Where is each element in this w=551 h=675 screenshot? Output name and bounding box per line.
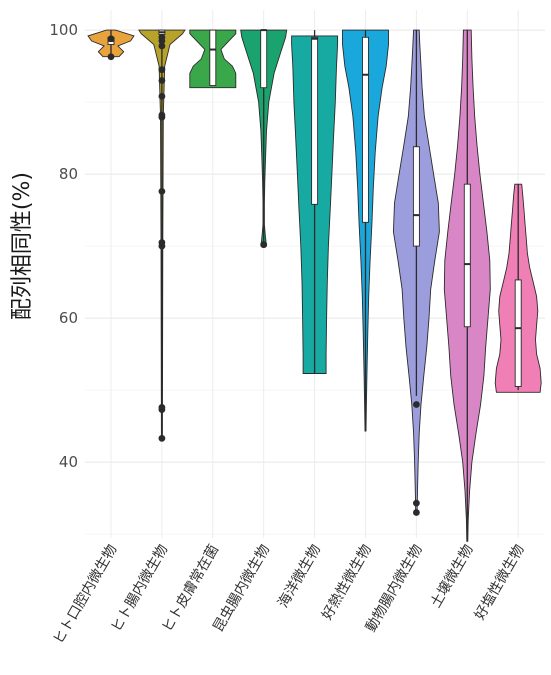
y-axis-title: 配列相同性(%) <box>10 172 35 320</box>
outlier-point <box>158 42 166 50</box>
y-tick-label: 80 <box>59 165 78 183</box>
outlier-point <box>413 499 420 507</box>
violin-group <box>494 183 542 393</box>
outlier-point <box>107 35 115 43</box>
x-tick-label: ヒト口腔内微生物 <box>51 542 121 647</box>
violin-series <box>87 29 542 542</box>
box <box>311 36 319 205</box>
outlier-point <box>158 187 166 195</box>
outlier-point <box>413 509 420 516</box>
outlier-point <box>158 66 166 74</box>
x-tick-label: 好熱性微生物 <box>319 542 375 623</box>
outlier-point <box>260 241 268 249</box>
violin-group <box>240 29 288 249</box>
box <box>463 183 471 328</box>
outlier-point <box>158 111 166 119</box>
y-tick-label: 60 <box>59 309 78 327</box>
violin-group <box>443 29 491 542</box>
box <box>514 279 522 387</box>
x-tick-label: 動物腸内微生物 <box>363 542 426 635</box>
outlier-point <box>158 33 166 41</box>
violin-group <box>138 29 186 442</box>
outlier-point <box>158 77 166 84</box>
violin-group <box>87 29 135 61</box>
violin-group <box>392 29 440 516</box>
violin-group <box>291 30 339 374</box>
x-tick-label: 好塩性微生物 <box>472 542 528 623</box>
box <box>209 29 217 86</box>
outlier-point <box>107 53 115 61</box>
x-tick-label: 海洋微生物 <box>275 542 324 611</box>
box <box>362 36 369 223</box>
outlier-point <box>413 401 420 408</box>
outlier-point <box>158 434 166 442</box>
y-tick-label: 100 <box>49 21 78 39</box>
outlier-point <box>158 92 166 100</box>
box <box>260 29 268 89</box>
x-tick-label: 昆虫腸内微生物 <box>210 542 273 635</box>
y-tick-label: 40 <box>59 453 78 471</box>
box <box>412 146 420 247</box>
y-axis-ticks: 40 60 80 100 <box>49 21 78 471</box>
outlier-point <box>158 239 166 246</box>
x-tick-label: 土壌微生物 <box>428 542 477 611</box>
violin-group <box>189 29 237 89</box>
outlier-point <box>158 403 166 411</box>
violin-group <box>342 29 389 432</box>
